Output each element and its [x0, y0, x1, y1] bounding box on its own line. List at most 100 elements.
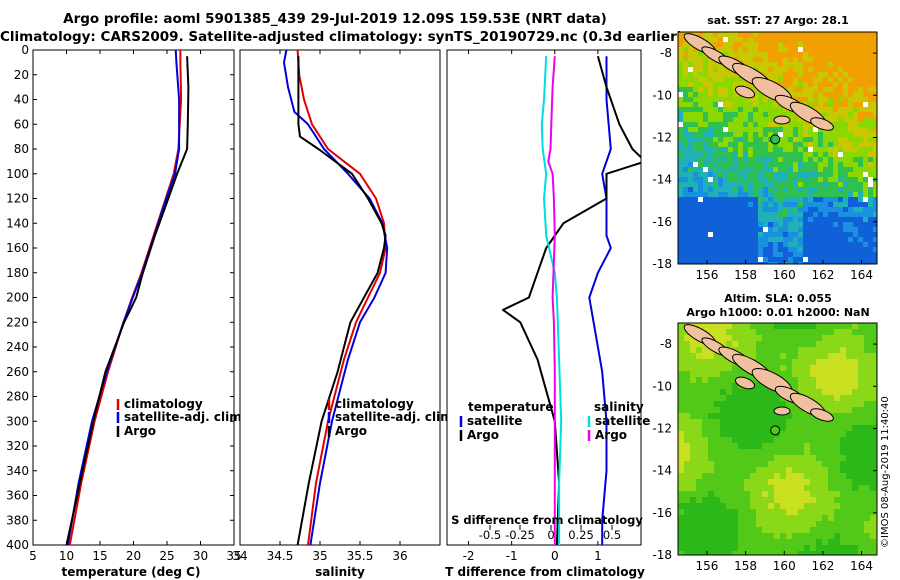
y-tick-label: -14 — [652, 464, 672, 478]
x-tick-label: 34 — [232, 549, 247, 563]
x-axis-label: temperature (deg C) — [62, 565, 201, 579]
sst-map: 156 158 160 162 164 -8 -10 -12 -14 -16 -18 — [652, 31, 878, 282]
y-tick-label: 220 — [6, 315, 29, 329]
y-tick-label: -12 — [652, 130, 672, 144]
x-tick-label: 162 — [811, 559, 834, 573]
island-shape — [773, 406, 791, 416]
figure-subtitle: Climatology: CARS2009. Satellite-adjuste… — [0, 29, 683, 45]
x-tick-label: -2 — [463, 549, 475, 563]
salinity-axis-label: S difference from climatology — [451, 513, 643, 527]
x-tick-label: 160 — [773, 559, 796, 573]
panel-frame — [239, 49, 441, 546]
salinity-tick-label: 0.5 — [603, 528, 621, 542]
x-tick-label: 25 — [159, 549, 174, 563]
y-tick-label: 260 — [6, 365, 29, 379]
x-tick-label: 156 — [696, 559, 719, 573]
legend-title-salinity: salinity — [594, 400, 644, 414]
island-shape — [734, 85, 756, 99]
y-tick-label: -14 — [652, 173, 672, 187]
legend-label: Argo — [595, 428, 627, 442]
x-tick-label: 15 — [92, 549, 107, 563]
x-tick-label: 10 — [59, 549, 74, 563]
legend-label: satellite-adj. clim. — [335, 410, 457, 424]
x-tick-label: 164 — [850, 268, 873, 282]
y-tick-label: -10 — [652, 379, 672, 393]
map-image — [678, 323, 877, 555]
y-tick-label: -16 — [652, 506, 672, 520]
y-tick-label: -18 — [652, 548, 672, 562]
series-line-t-satellite — [588, 56, 612, 545]
map-frame — [677, 322, 878, 556]
y-tick-label: 280 — [6, 390, 29, 404]
legend-label: Argo — [335, 424, 367, 438]
x-tick-label: 164 — [850, 559, 873, 573]
figure-title: Argo profile: aoml 5901385_439 29-Jul-20… — [63, 11, 607, 27]
argo-location-marker — [770, 134, 781, 145]
map-image — [678, 32, 877, 264]
y-tick-label: 320 — [6, 439, 29, 453]
y-tick-label: 180 — [6, 266, 29, 280]
y-tick-label: 340 — [6, 464, 29, 478]
y-tick-label: -18 — [652, 257, 672, 271]
salinity-tick-label: -0.25 — [505, 528, 535, 542]
salinity-tick-label: 0 — [547, 528, 554, 542]
x-tick-label: 160 — [773, 268, 796, 282]
x-tick-label: 158 — [734, 268, 757, 282]
x-tick-label: 34.5 — [267, 549, 294, 563]
sst-map-title: sat. SST: 27 Argo: 28.1 — [707, 14, 849, 27]
y-tick-label: 80 — [14, 142, 29, 156]
legend-label: climatology — [335, 397, 414, 411]
map-frame — [677, 31, 878, 265]
sla-map-subtitle: Argo h1000: 0.01 h2000: NaN — [686, 306, 870, 319]
y-tick-label: -8 — [660, 337, 672, 351]
series-line-climatology — [296, 50, 387, 545]
timestamp-label: ©IMOS 08-Aug-2019 11:40:40 — [880, 396, 891, 548]
x-tick-label: 5 — [29, 549, 37, 563]
difference-panel: -2 -1 0 1 T difference from climatology -0.5-… — [445, 49, 650, 579]
x-tick-label: 20 — [126, 549, 141, 563]
y-tick-label: 360 — [6, 489, 29, 503]
salinity-tick-label: -0.5 — [479, 528, 501, 542]
y-tick-label: 0 — [21, 43, 29, 57]
y-tick-label: 400 — [6, 538, 29, 552]
x-tick-label: -1 — [506, 549, 518, 563]
salinity-panel: 34 34.5 35 35.5 36 salinity climatologysatelli… — [232, 49, 457, 579]
x-tick-label: 1 — [594, 549, 602, 563]
y-tick-label: -10 — [652, 88, 672, 102]
x-tick-label: 35.5 — [347, 549, 374, 563]
x-tick-label: 35 — [226, 549, 241, 563]
y-tick-label: 240 — [6, 340, 29, 354]
island-shape — [810, 408, 834, 422]
island-shape — [810, 117, 834, 131]
x-tick-label: 0 — [551, 549, 559, 563]
y-tick-label: 60 — [14, 117, 29, 131]
temperature-panel: 0 20 40 60 80 100 120 140 160 180 200 220 240 260 280 3… — [6, 43, 246, 579]
y-tick-label: 20 — [14, 68, 29, 82]
legend-label: satellite — [467, 414, 522, 428]
argo-location-marker — [770, 425, 781, 436]
x-tick-label: 162 — [811, 268, 834, 282]
panel-frame — [446, 49, 642, 546]
sla-map-title: Altim. SLA: 0.055 — [724, 292, 832, 305]
series-line-t-argo — [502, 55, 641, 545]
sla-map: 156 158 160 162 164 -8 -10 -12 -14 -16 -18 — [652, 322, 878, 573]
x-tick-label: 36 — [392, 549, 407, 563]
legend-label: Argo — [467, 428, 499, 442]
legend-title-temperature: temperature — [468, 400, 553, 414]
x-tick-label: 156 — [696, 268, 719, 282]
y-tick-label: 380 — [6, 513, 29, 527]
legend-label: satellite-adj. clim. — [124, 410, 246, 424]
y-tick-label: 140 — [6, 216, 29, 230]
series-line-s-satellite — [540, 56, 563, 545]
y-tick-label: 40 — [14, 93, 29, 107]
x-axis-label: T difference from climatology — [445, 565, 645, 579]
series-group — [283, 50, 389, 545]
y-tick-label: 100 — [6, 167, 29, 181]
series-line-s-argo — [547, 56, 556, 545]
legend-label: climatology — [124, 397, 203, 411]
island-shape — [734, 376, 756, 390]
island-shape — [773, 115, 791, 125]
x-axis-label: salinity — [315, 565, 365, 579]
series-group — [502, 55, 641, 545]
